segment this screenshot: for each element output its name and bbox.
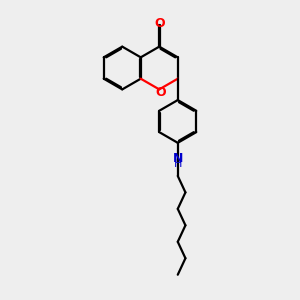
Text: O: O [155,86,166,99]
Text: N: N [172,152,183,165]
Text: H: H [174,159,182,170]
Text: O: O [154,16,165,29]
